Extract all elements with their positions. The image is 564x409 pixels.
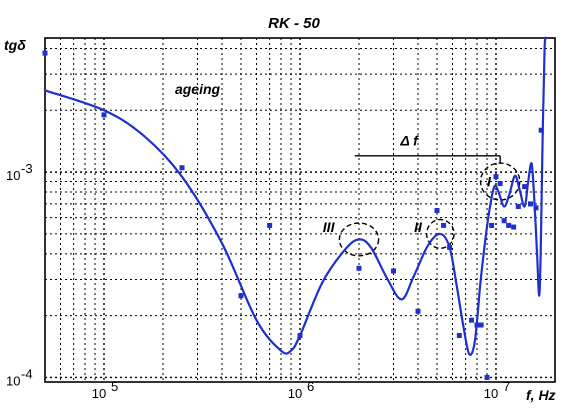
data-point (456, 333, 462, 339)
plot-frame (44, 37, 556, 383)
x-tick-label: 10 (92, 386, 106, 401)
x-tick-exponent: 6 (307, 379, 314, 394)
data-point (478, 322, 484, 328)
data-point (391, 268, 397, 274)
x-tick-label: 10 (484, 386, 498, 401)
y-tick-label: 10 (6, 373, 20, 388)
x-tick-exponent: 7 (503, 379, 510, 394)
grid (45, 38, 555, 382)
data-point (434, 208, 440, 214)
data-point (469, 317, 475, 323)
annotation-label: I (487, 174, 492, 190)
data-point (179, 165, 185, 171)
data-point (511, 224, 517, 230)
y-tick-exponent: -4 (21, 366, 33, 381)
annotation-label: II (414, 219, 423, 235)
data-point (522, 184, 528, 190)
data-point (297, 333, 303, 339)
data-point (484, 374, 490, 380)
data-point (533, 205, 539, 211)
data-point (506, 222, 512, 228)
highlight-circle (425, 218, 455, 249)
y-tick-label: 10 (6, 168, 20, 183)
data-point (474, 322, 480, 328)
data-point (493, 174, 499, 180)
data-point (238, 293, 244, 299)
data-point (497, 181, 503, 187)
annotation-label: ageing (175, 81, 221, 97)
data-point (515, 204, 521, 210)
x-tick-exponent: 5 (111, 379, 118, 394)
data-point (489, 222, 495, 228)
series-line (44, 36, 548, 356)
y-axis-label: tgδ (4, 37, 26, 53)
ticks: 10 5 10 6 10 710 -310 -4 (6, 161, 510, 401)
chart-title: RK - 50 (268, 15, 320, 32)
data-point (441, 222, 447, 228)
data-point (528, 201, 534, 207)
y-tick-exponent: -3 (21, 161, 33, 176)
data-point (415, 308, 421, 314)
annotation-label: Δ f (399, 132, 419, 148)
data-point (42, 50, 48, 56)
data-point (538, 127, 544, 133)
data-point (267, 222, 273, 228)
data-point (447, 244, 453, 250)
x-axis-label: f, Hz (526, 387, 556, 403)
data-point (356, 265, 362, 271)
series-layer (42, 36, 548, 380)
x-tick-label: 10 (288, 386, 302, 401)
annotation-label: III (323, 219, 336, 235)
data-point (101, 112, 107, 118)
highlight-circle (338, 222, 380, 257)
data-point (501, 218, 507, 224)
